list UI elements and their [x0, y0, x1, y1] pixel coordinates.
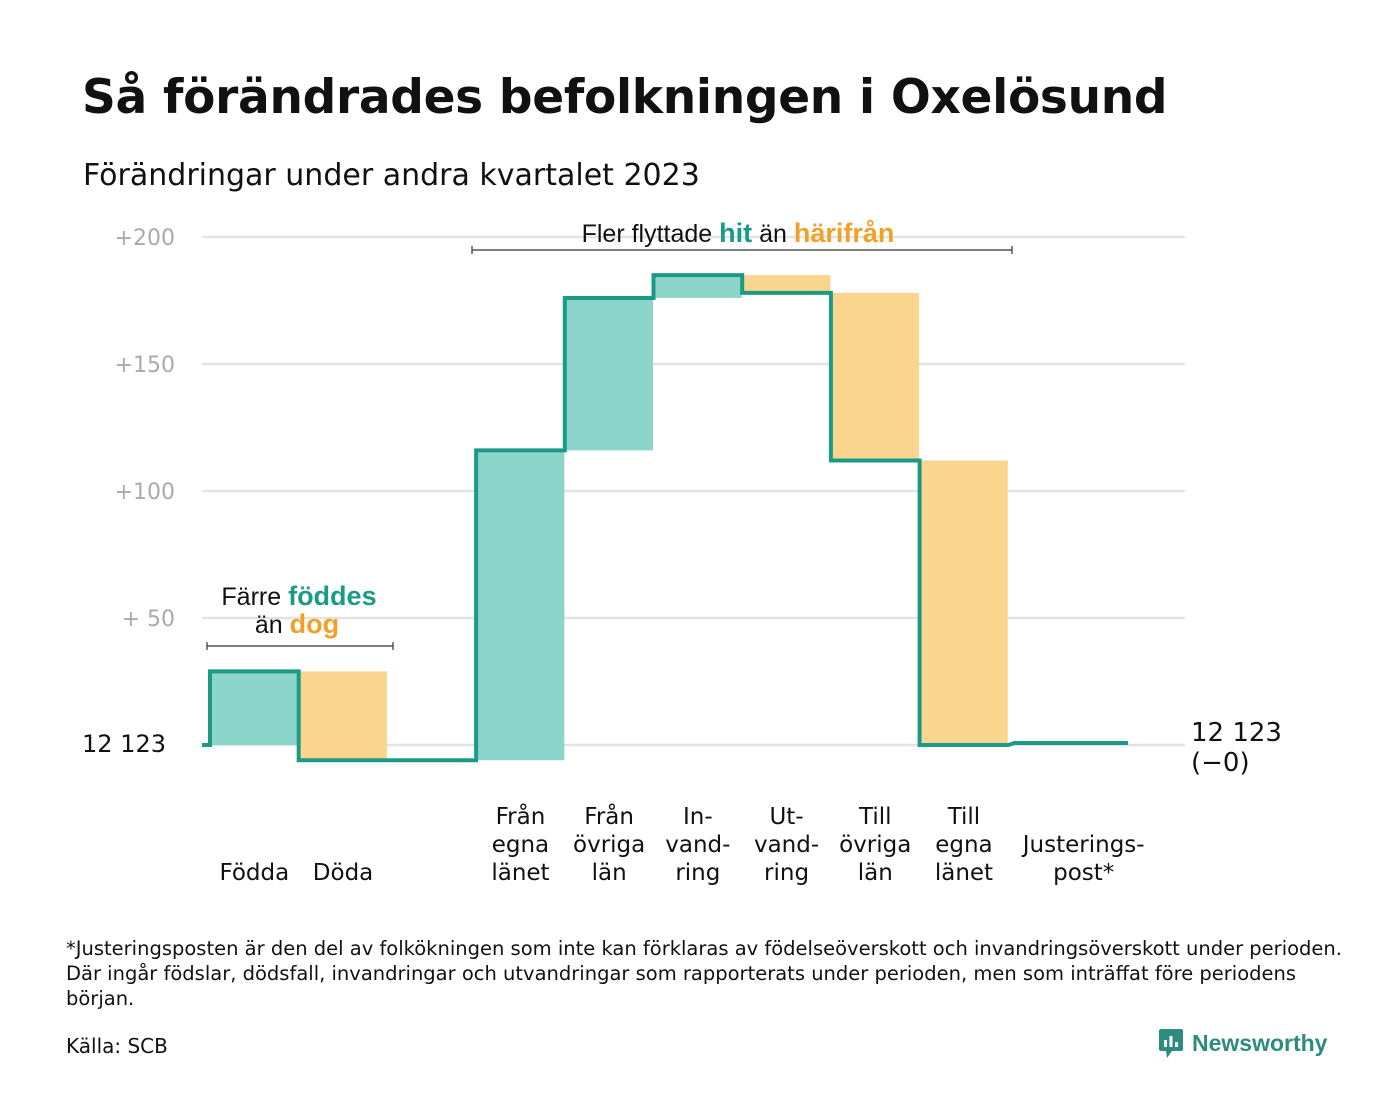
category-labels: Födda DödaFrånegnalänetFrånövrigalänIn-va… — [219, 802, 1144, 886]
category-label: länet — [935, 860, 993, 886]
bar-ut — [742, 275, 831, 293]
footnote: *Justeringsposten är den del av folkökni… — [66, 937, 1342, 1010]
category-label: Från — [584, 802, 634, 830]
category-label: ring — [764, 860, 809, 886]
brand-name: Newsworthy — [1192, 1029, 1328, 1056]
category-label: övriga — [573, 832, 645, 858]
bars — [210, 275, 1008, 761]
source: Källa: SCB — [66, 1034, 168, 1058]
bar-in — [653, 275, 742, 298]
category-label: Från — [496, 802, 546, 830]
newsworthy-logo-icon — [1159, 1029, 1183, 1058]
category-label: övriga — [839, 832, 911, 858]
y-tick-label: +100 — [115, 480, 175, 505]
chart-subtitle: Förändringar under andra kvartalet 2023 — [83, 158, 700, 193]
y-tick-label: +200 — [115, 226, 175, 251]
category-label: ring — [675, 860, 720, 886]
annotations: Färre föddes än dog Fler flyttade hit än… — [206, 218, 1013, 650]
category-label: Justerings- — [1021, 832, 1145, 858]
category-label: Till — [947, 804, 981, 830]
newsworthy-logo: Newsworthy — [1158, 1027, 1327, 1059]
bar-döda — [298, 671, 387, 761]
end-change-label: (−0) — [1191, 748, 1250, 778]
bar-från — [476, 450, 565, 761]
y-tick-label: + 50 — [122, 607, 175, 632]
annotation-fodda-word: föddes — [288, 581, 377, 611]
category-label: Födda — [219, 860, 289, 886]
gridlines — [202, 235, 1185, 747]
category-label: vand- — [665, 832, 730, 858]
annotation-harifran-word: härifrån — [794, 218, 895, 248]
category-label: egna — [935, 832, 992, 858]
category-label: län — [858, 860, 893, 886]
annotation-natural-line2: än dog — [255, 609, 339, 639]
annotation-natural-line1: Färre föddes — [221, 581, 376, 611]
category-label: Till — [858, 804, 892, 830]
category-label: egna — [492, 832, 549, 858]
annotation-migration: Fler flyttade hit än härifrån — [582, 218, 895, 248]
end-value-label: 12 123 — [1191, 718, 1282, 748]
category-label: Ut- — [769, 804, 803, 830]
annotation-migration-bracket — [471, 246, 1013, 254]
bar-från — [564, 297, 653, 451]
bar-till — [830, 292, 920, 461]
annotation-hit-word: hit — [719, 218, 752, 248]
annotation-dog-word: dog — [290, 609, 339, 639]
population-step-line — [202, 273, 1129, 763]
category-label: länet — [491, 860, 549, 886]
y-axis-ticks: + 50 +100 +150 +200 — [115, 226, 175, 632]
category-label: län — [592, 860, 627, 886]
category-label: post* — [1053, 860, 1114, 886]
category-label: In- — [683, 804, 713, 830]
chart-title: Så förändrades befolkningen i Oxelösund — [82, 70, 1168, 125]
annotation-natural-bracket — [206, 642, 394, 650]
category-label: Döda — [313, 860, 373, 886]
category-label: vand- — [754, 832, 819, 858]
y-tick-label: +150 — [115, 353, 175, 378]
bar-födda — [210, 671, 299, 745]
bar-till — [919, 460, 1008, 745]
start-value-label: 12 123 — [82, 730, 166, 758]
waterfall-chart: + 50+100+150+200 Födda DödaFrånegnalänetF… — [82, 218, 1282, 886]
